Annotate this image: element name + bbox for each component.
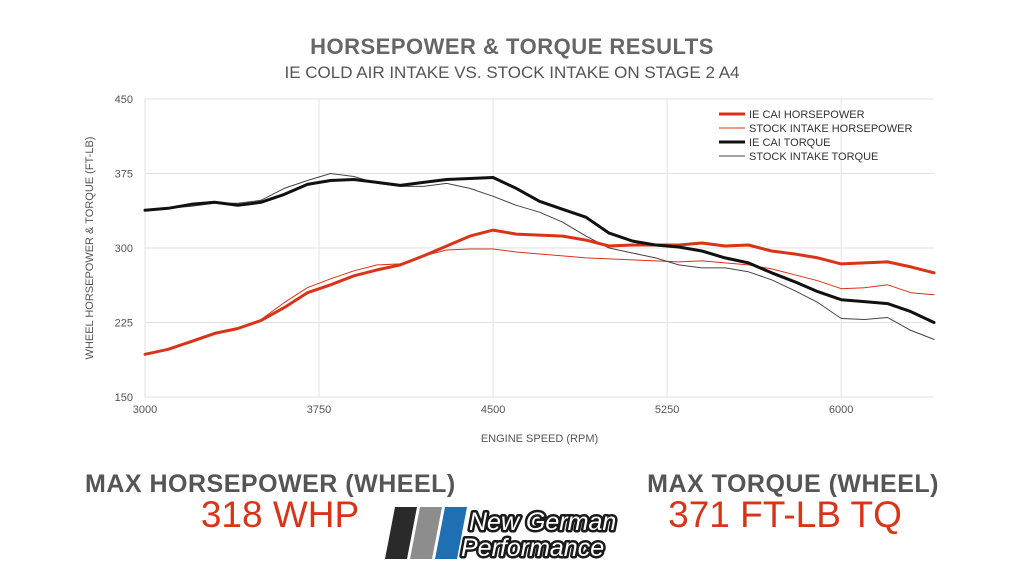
logo-stripe-dark <box>385 507 417 559</box>
legend-label: STOCK INTAKE TORQUE <box>749 151 878 163</box>
max-horsepower-label: MAX HORSEPOWER (WHEEL) <box>85 470 456 498</box>
chart-title: HORSEPOWER & TORQUE RESULTS <box>310 34 714 59</box>
logo-stripe-blue <box>435 507 467 559</box>
x-axis-label: ENGINE SPEED (RPM) <box>481 433 598 445</box>
y-tick-label: 450 <box>115 94 133 106</box>
series-line-ie-cai-torque <box>143 176 936 324</box>
x-tick-label: 3750 <box>307 404 331 416</box>
x-tick-label: 3000 <box>133 404 157 416</box>
logo-text-line2: Performance <box>461 534 604 561</box>
y-tick-label: 300 <box>115 243 133 255</box>
y-tick-label: 375 <box>115 169 133 181</box>
logo-stripe-gray <box>410 507 442 559</box>
max-torque-value: 371 FT-LB TQ <box>668 494 902 535</box>
x-tick-label: 4500 <box>481 404 505 416</box>
chart-subtitle: IE COLD AIR INTAKE VS. STOCK INTAKE ON S… <box>284 63 740 82</box>
y-tick-label: 225 <box>115 318 133 330</box>
dyno-chart: 150 225 300 375 450 3000 3750 4500 5250 6000 ENGIN… <box>84 94 936 445</box>
legend-label: IE CAI TORQUE <box>749 137 831 149</box>
new-german-performance-logo: New German Performance <box>385 506 619 561</box>
legend-label: IE CAI HORSEPOWER <box>749 109 865 121</box>
logo-text-line1: New German <box>469 508 616 536</box>
x-tick-label: 6000 <box>829 404 853 416</box>
legend-label: STOCK INTAKE HORSEPOWER <box>749 123 912 135</box>
max-torque-label: MAX TORQUE (WHEEL) <box>647 470 939 498</box>
series-line-ie-cai-horsepower <box>143 228 936 356</box>
y-tick-label: 150 <box>115 392 133 404</box>
series-line-stock-intake-horsepower <box>144 248 935 355</box>
max-horsepower-value: 318 WHP <box>200 494 360 535</box>
x-tick-label: 5250 <box>655 404 679 416</box>
y-axis-label: WHEEL HORSEPOWER & TORQUE (FT-LB) <box>84 137 96 360</box>
series-line-stock-intake-torque <box>144 173 935 340</box>
